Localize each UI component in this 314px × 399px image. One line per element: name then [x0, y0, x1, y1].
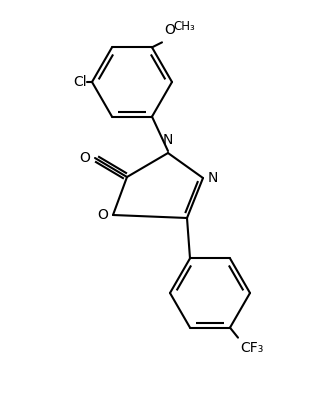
Text: N: N: [163, 133, 173, 147]
Text: CF₃: CF₃: [240, 341, 263, 355]
Text: Cl: Cl: [73, 75, 87, 89]
Text: O: O: [97, 208, 108, 222]
Text: O: O: [164, 24, 175, 38]
Text: O: O: [79, 151, 90, 165]
Text: N: N: [208, 171, 218, 185]
Text: CH₃: CH₃: [173, 20, 195, 34]
